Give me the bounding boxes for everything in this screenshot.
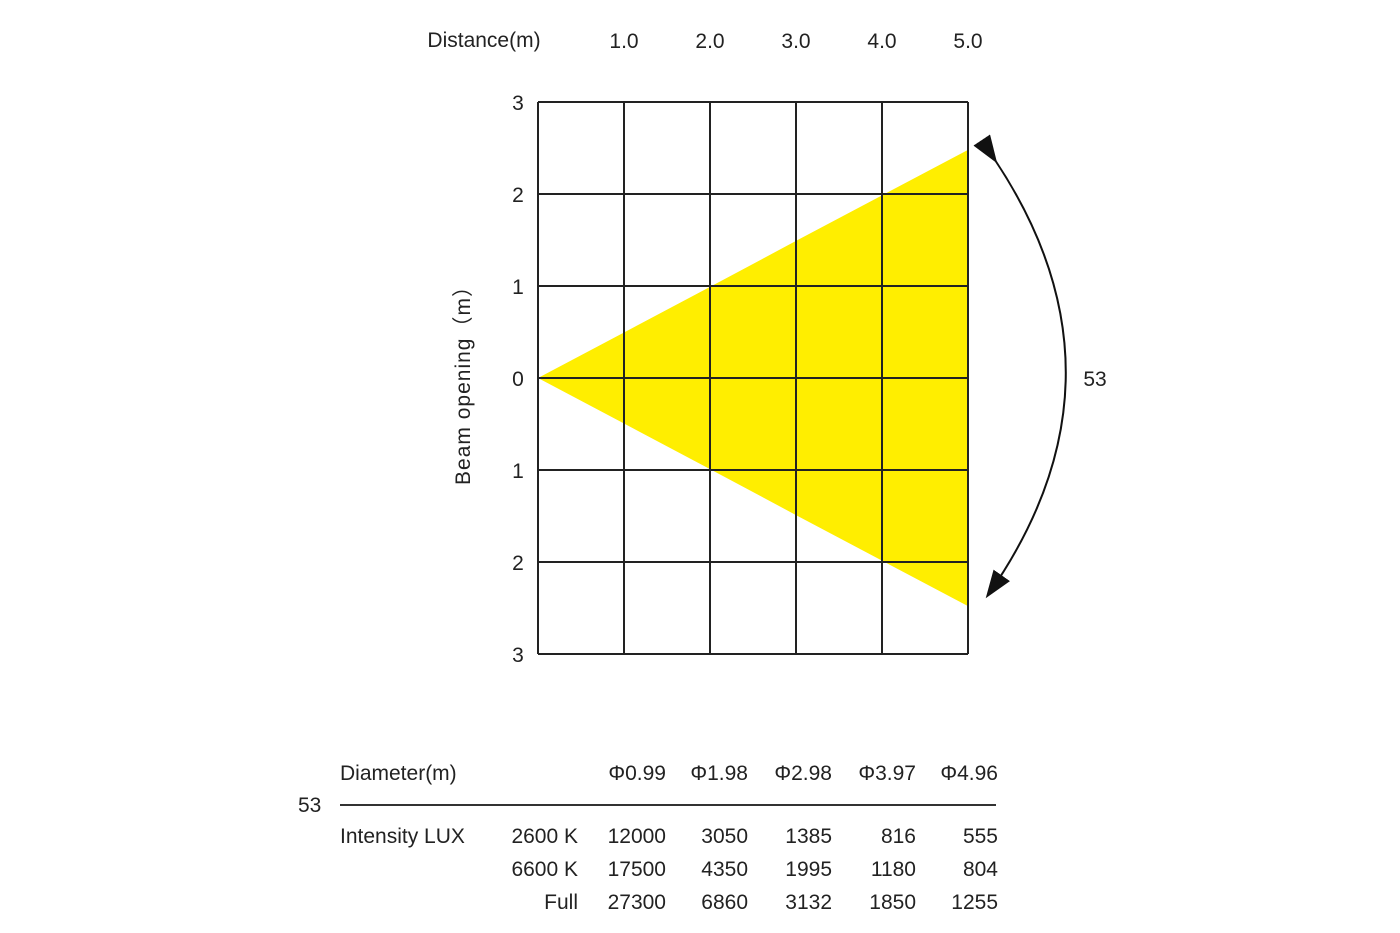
intensity-value: 12000 (607, 825, 666, 848)
intensity-label: Intensity LUX (340, 825, 465, 848)
x-tick-label: 5.0 (953, 30, 982, 53)
intensity-value: 3132 (785, 891, 832, 914)
y-tick-label: 3 (512, 644, 524, 667)
intensity-value: 1255 (951, 891, 998, 914)
intensity-value: 555 (962, 825, 998, 848)
beam-angle-label: 53 (1083, 368, 1106, 391)
intensity-value: 3050 (701, 825, 748, 848)
intensity-value: 1995 (785, 858, 832, 881)
x-tick-label: 2.0 (695, 30, 724, 53)
y-tick-label: 2 (512, 184, 524, 207)
y-tick-label: 2 (512, 552, 524, 575)
intensity-row-label: Full (544, 891, 578, 914)
y-axis-label: Beam opening（m） (452, 275, 475, 485)
y-tick-labels: 3 2 1 0 1 2 3 (512, 92, 524, 667)
intensity-value: 17500 (607, 858, 666, 881)
x-axis-label: Distance(m) (427, 29, 540, 52)
beam-chart: 1.0 2.0 3.0 4.0 5.0 3 2 1 0 1 2 3 Distance(m) Beam… (427, 29, 1106, 667)
intensity-value: 6860 (701, 891, 748, 914)
diameter-value: Φ4.96 (940, 762, 998, 785)
x-tick-label: 4.0 (867, 30, 896, 53)
intensity-value: 1385 (785, 825, 832, 848)
diameter-value: Φ1.98 (690, 762, 748, 785)
y-tick-label: 1 (512, 460, 524, 483)
y-tick-label: 1 (512, 276, 524, 299)
x-tick-labels: 1.0 2.0 3.0 4.0 5.0 (609, 30, 982, 53)
chart-grid (537, 101, 969, 655)
y-tick-label: 3 (512, 92, 524, 115)
diameter-label: Diameter(m) (340, 762, 457, 785)
x-tick-label: 1.0 (609, 30, 638, 53)
beam-angle-arrow (973, 134, 1067, 599)
intensity-value: 816 (880, 825, 916, 848)
table-divider (340, 804, 996, 806)
diameter-value: Φ0.99 (608, 762, 666, 785)
intensity-value: 27300 (607, 891, 666, 914)
intensity-value: 1850 (869, 891, 916, 914)
intensity-row-label: 2600 K (511, 825, 578, 848)
x-tick-label: 3.0 (781, 30, 810, 53)
intensity-value: 804 (962, 858, 998, 881)
diameter-value: Φ3.97 (858, 762, 916, 785)
diameter-value: Φ2.98 (774, 762, 832, 785)
y-tick-label: 0 (512, 368, 524, 391)
intensity-value: 4350 (701, 858, 748, 881)
intensity-row-label: 6600 K (511, 858, 578, 881)
table-beam-angle: 53 (298, 794, 322, 817)
intensity-value: 1180 (870, 858, 916, 881)
